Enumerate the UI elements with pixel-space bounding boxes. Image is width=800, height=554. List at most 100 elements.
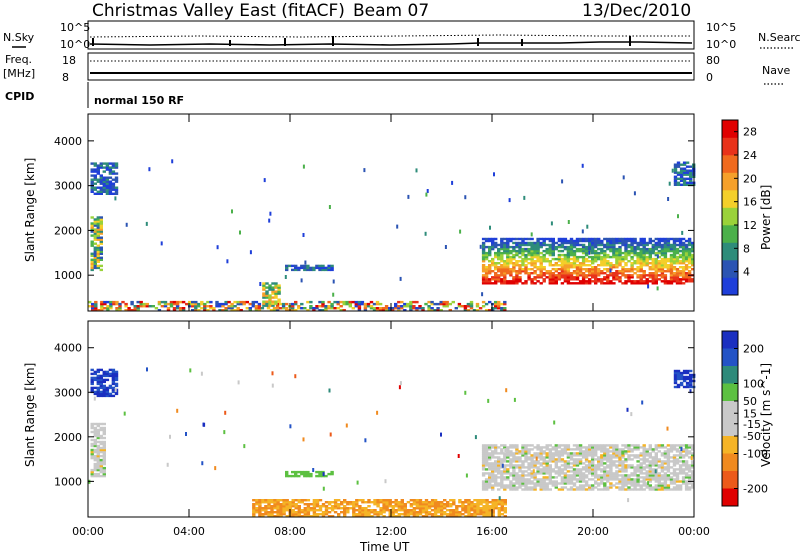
colorbar-tick-label: 16 xyxy=(743,196,757,209)
heat-cell xyxy=(642,458,646,461)
heat-cell xyxy=(679,167,684,170)
heat-cell xyxy=(648,460,652,463)
heat-cell xyxy=(684,488,689,491)
heat-cell xyxy=(682,371,687,375)
heat-cell xyxy=(591,262,595,265)
heat-cell xyxy=(539,452,543,455)
heat-cell xyxy=(484,482,489,485)
heat-cell xyxy=(657,241,661,245)
heat-cell xyxy=(533,272,537,275)
heat-cell xyxy=(521,452,525,455)
heat-cell xyxy=(500,509,504,512)
heat-cell xyxy=(261,499,265,502)
heat-cell xyxy=(648,253,652,257)
heat-cell xyxy=(497,307,501,310)
heat-cell xyxy=(291,305,295,308)
heat-cell xyxy=(563,466,568,469)
heat-cell xyxy=(361,499,365,502)
heat-cell xyxy=(676,385,681,389)
heat-cell xyxy=(494,266,498,269)
heat-cell xyxy=(542,476,546,479)
heat-cell xyxy=(443,499,447,502)
heat-cell xyxy=(612,253,616,257)
heat-cell xyxy=(470,503,474,506)
heat-cell xyxy=(512,249,516,253)
heat-cell xyxy=(597,468,601,471)
heat-cell xyxy=(285,472,289,476)
heat-cell xyxy=(90,468,94,472)
heat-cell xyxy=(539,458,543,461)
heat-cell xyxy=(96,192,100,195)
heat-cell xyxy=(678,243,683,247)
heat-cell xyxy=(639,476,643,479)
heat-cell xyxy=(488,282,492,285)
heat-cell xyxy=(106,309,110,312)
heat-cell xyxy=(545,237,549,241)
heat-cell xyxy=(572,454,577,457)
heat-cell xyxy=(660,239,665,243)
heat-cell xyxy=(99,180,103,183)
heat-cell xyxy=(452,501,456,504)
heat-cell xyxy=(479,513,483,516)
heat-cell xyxy=(96,166,100,169)
heat-cell xyxy=(99,434,103,438)
heat-cell xyxy=(500,480,504,483)
heat-cell xyxy=(494,466,498,469)
heat-cell xyxy=(258,505,262,508)
heat-cell xyxy=(615,476,619,479)
heat-cell xyxy=(339,305,343,308)
heat-cell xyxy=(563,245,568,249)
heat-cell xyxy=(557,450,562,453)
heat-cell xyxy=(424,507,429,510)
heat-cell xyxy=(265,292,269,295)
heat-cell xyxy=(252,507,256,510)
heat-cell xyxy=(93,458,97,462)
heat-cell xyxy=(105,392,110,396)
heat-cell xyxy=(464,515,468,518)
heat-cell xyxy=(271,304,275,307)
heat-cell xyxy=(690,456,693,460)
heat-cell xyxy=(484,272,489,275)
heat-cell xyxy=(673,379,678,383)
heat-cell xyxy=(343,511,347,514)
heat-cell xyxy=(349,507,353,510)
heat-cell xyxy=(294,264,298,268)
heat-cell xyxy=(687,464,692,467)
heat-cell xyxy=(388,515,392,518)
heat-cell xyxy=(548,444,552,447)
heat-cell xyxy=(566,241,571,245)
heat-cell xyxy=(399,381,402,386)
heat-cell xyxy=(512,476,516,479)
heat-cell xyxy=(421,515,426,518)
heat-cell xyxy=(606,241,610,245)
heat-cell xyxy=(230,305,234,308)
heat-cell xyxy=(481,237,486,241)
heat-cell xyxy=(273,503,277,506)
heat-cell xyxy=(548,482,552,485)
heat-cell xyxy=(612,251,616,255)
heat-cell xyxy=(108,166,113,169)
heat-cell xyxy=(575,274,580,277)
heat-cell xyxy=(594,268,598,271)
heat-cell xyxy=(439,309,443,312)
heat-cell xyxy=(102,472,106,476)
heat-cell xyxy=(464,499,468,502)
heat-cell xyxy=(424,505,429,508)
heat-cell xyxy=(267,499,271,502)
heat-cell xyxy=(130,302,134,306)
heat-cell xyxy=(615,444,619,447)
heat-cell xyxy=(337,507,341,510)
heat-cell xyxy=(318,268,322,272)
heat-cell xyxy=(318,499,323,502)
heat-cell xyxy=(594,274,598,277)
heat-cell xyxy=(591,241,595,245)
heat-cell xyxy=(681,480,686,483)
heat-cell xyxy=(515,270,519,273)
heat-cell xyxy=(594,480,598,483)
heat-cell xyxy=(484,452,489,455)
heat-cell xyxy=(93,222,97,225)
heat-cell xyxy=(560,249,565,253)
heat-cell xyxy=(481,450,486,453)
heat-cell xyxy=(657,446,661,449)
heat-cell xyxy=(485,513,489,516)
